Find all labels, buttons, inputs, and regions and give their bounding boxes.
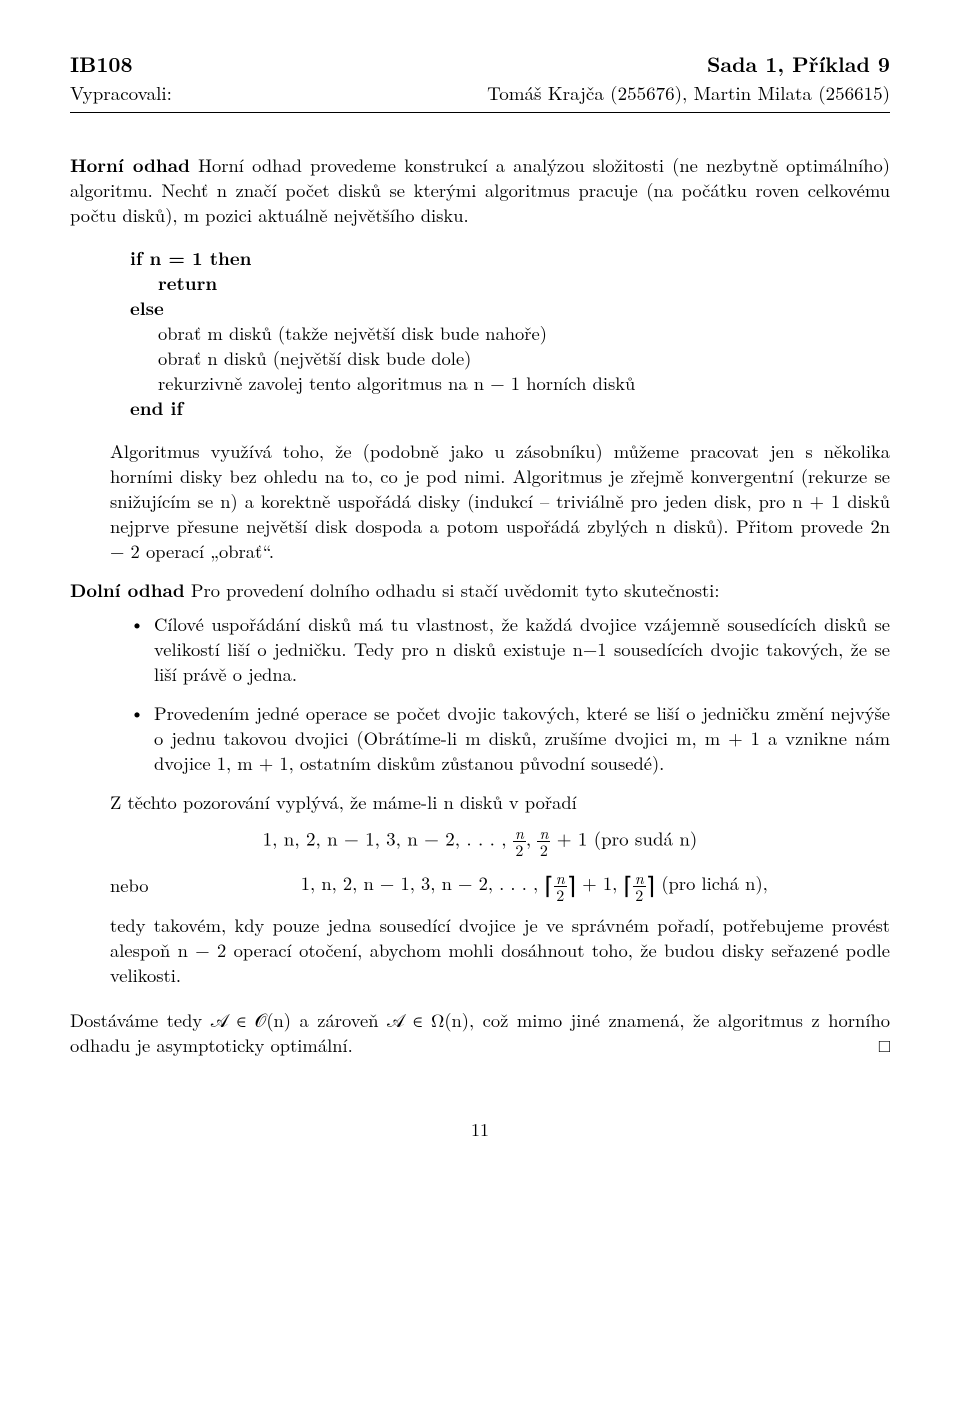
seq1-suffix: + 1 (pro sudá n) <box>557 825 698 852</box>
algo-line-4: obrať m disků (takže největší disk bude … <box>130 321 890 346</box>
sequence-odd-row: nebo 1, n, 2, n − 1, 3, n − 2, . . . , ⌈… <box>70 868 890 903</box>
header-rule <box>70 112 890 113</box>
horni-label: Horní odhad <box>70 152 190 178</box>
ceil-right-icon-2: ⌉ <box>646 867 655 901</box>
header-row: IB108 Sada 1, Příklad 9 <box>70 50 890 78</box>
algo-line-7: end if <box>130 396 890 421</box>
bullet-2: Provedením jedné operace se počet dvojic… <box>130 701 890 776</box>
dolni-intro: Dolní odhad Pro provedení dolního odhadu… <box>70 578 890 603</box>
dolni-label: Dolní odhad <box>70 577 185 603</box>
algo-line-1: if n = 1 then <box>130 246 890 271</box>
sequence-even: 1, n, 2, n − 1, 3, n − 2, . . . , n2, n2… <box>70 825 890 858</box>
problem-title: Sada 1, Příklad 9 <box>707 50 890 78</box>
bullet-1: Cílové uspořádání disků má tu vlastnost,… <box>130 612 890 687</box>
dolni-p4: tedy takovém, kdy pouze jedna sousedící … <box>70 913 890 988</box>
algo-line-2: return <box>130 271 890 296</box>
algo-line-3: else <box>130 296 890 321</box>
qed-icon: □ <box>879 1033 890 1058</box>
dolni-intro-text: Pro provedení dolního odhadu si stačí uv… <box>191 577 720 603</box>
bullet-list: Cílové uspořádání disků má tu vlastnost,… <box>70 612 890 776</box>
seq2-suffix: (pro lichá n), <box>661 870 767 896</box>
dolni-p3: Z těchto pozorování vyplývá, že máme-li … <box>70 790 890 815</box>
seq2-prefix: 1, n, 2, n − 1, 3, n − 2, . . . , <box>301 870 538 896</box>
authors-label: Vypracovali: <box>70 80 172 106</box>
horni-paragraph-1: Horní odhad Horní odhad provedeme konstr… <box>70 153 890 228</box>
course-code: IB108 <box>70 50 133 78</box>
horni-text-1: Horní odhad provedeme konstrukcí a analý… <box>70 152 890 228</box>
frac-n2-c: n2 <box>554 870 567 903</box>
algo-line-5: obrať n disků (největší disk bude dole) <box>130 346 890 371</box>
authors: Tomáš Krajča (255676), Martin Milata (25… <box>487 80 890 106</box>
conclusion-text: Dostáváme tedy 𝒜 ∈ 𝒪(n) a zároveň 𝒜 ∈ Ω(… <box>70 1007 890 1058</box>
subheader-row: Vypracovali: Tomáš Krajča (255676), Mart… <box>70 80 890 106</box>
ceil-right-icon: ⌉ <box>567 867 576 901</box>
frac-n2-d: n2 <box>633 870 646 903</box>
sequence-odd: 1, n, 2, n − 1, 3, n − 2, . . . , ⌈n2⌉ +… <box>179 868 890 903</box>
seq1-prefix: 1, n, 2, n − 1, 3, n − 2, . . . , <box>263 825 507 852</box>
ceil-left-icon: ⌈ <box>544 867 553 901</box>
frac-n2-a: n2 <box>513 825 526 858</box>
algorithm-block: if n = 1 then return else obrať m disků … <box>70 246 890 421</box>
nebo-label: nebo <box>110 873 149 898</box>
seq2-mid: + 1, <box>582 870 617 896</box>
ceil-left-icon-2: ⌈ <box>623 867 632 901</box>
conclusion: Dostáváme tedy 𝒜 ∈ 𝒪(n) a zároveň 𝒜 ∈ Ω(… <box>70 1008 890 1058</box>
page-number: 11 <box>70 1118 890 1142</box>
algo-line-6: rekurzivně zavolej tento algoritmus na n… <box>130 371 890 396</box>
horni-paragraph-2: Algoritmus využívá toho, že (podobně jak… <box>70 439 890 564</box>
frac-n2-b: n2 <box>537 825 550 858</box>
